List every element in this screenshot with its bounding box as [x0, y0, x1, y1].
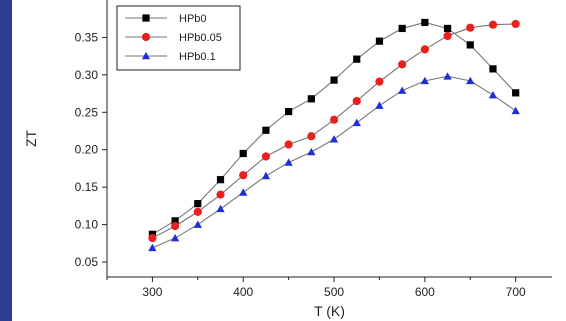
data-point [148, 243, 157, 252]
data-point [261, 171, 271, 180]
axes [106, 0, 552, 278]
data-point [375, 101, 384, 109]
series-layer [148, 18, 520, 252]
data-point [329, 115, 339, 124]
data-point [216, 176, 225, 184]
data-point [511, 106, 520, 115]
data-point [285, 107, 293, 116]
data-point [466, 76, 475, 85]
data-point [353, 55, 361, 63]
x-tick-label: 500 [324, 285, 344, 299]
data-point [148, 233, 157, 243]
legend-marker [141, 51, 151, 60]
data-point [512, 89, 520, 97]
legend-label: HPb0.05 [179, 32, 222, 44]
legend-box [116, 5, 241, 71]
series-HPb0.1 [148, 72, 520, 252]
x-tick-label: 400 [233, 285, 253, 299]
legend-label: HPb0 [179, 13, 207, 25]
y-tick-label: 0.15 [75, 180, 99, 194]
legend: HPb0 HPb0.05 HPb0.1 [116, 5, 241, 71]
data-point [216, 204, 225, 213]
data-point [284, 158, 293, 166]
data-point [443, 72, 452, 80]
data-point [239, 188, 248, 196]
y-tick-label: 0.25 [75, 105, 99, 119]
series-HPb0.05 [148, 19, 520, 243]
x-tick-label: 700 [506, 285, 526, 299]
data-point [488, 20, 498, 29]
data-point [375, 77, 384, 86]
data-point [239, 149, 247, 158]
ticks: 300 400 500 600 700 0.05 0.10 0.15 0.20 0.25 0.30 0… [75, 30, 526, 299]
data-point [511, 19, 520, 29]
data-point [443, 31, 452, 41]
y-tick-label: 0.20 [75, 143, 99, 157]
data-point [489, 65, 497, 73]
data-point [193, 220, 202, 228]
data-point [216, 190, 225, 199]
data-point [421, 18, 429, 27]
data-point [398, 60, 407, 69]
y-tick-label: 0.05 [75, 255, 99, 269]
data-point [307, 95, 315, 103]
data-point [261, 152, 271, 161]
data-point [466, 41, 474, 49]
data-point [398, 86, 407, 94]
data-point [171, 217, 179, 225]
data-point [284, 140, 293, 149]
data-point [307, 132, 316, 141]
x-tick-label: 600 [415, 285, 435, 299]
y-tick-label: 0.10 [75, 218, 99, 232]
data-point [170, 233, 180, 242]
data-point [330, 76, 338, 84]
data-point [466, 23, 475, 32]
x-axis-title: T (K) [314, 303, 345, 319]
data-point [443, 24, 452, 33]
zt-line-chart: 300 400 500 600 700 0.05 0.10 0.15 0.20 0.25 0.30 0… [23, 0, 552, 319]
chart-panel: 300 400 500 600 700 0.05 0.10 0.15 0.20 0.25 0.30 0… [12, 0, 566, 321]
data-point [420, 45, 429, 54]
y-tick-label: 0.35 [75, 30, 99, 44]
data-point [352, 96, 361, 106]
data-point [488, 90, 498, 99]
data-point [398, 24, 406, 33]
data-point [262, 126, 270, 134]
data-point [194, 200, 202, 208]
y-axis-title: ZT [23, 130, 39, 148]
data-point [193, 207, 202, 216]
data-point [329, 135, 339, 143]
data-point [307, 147, 316, 156]
legend-marker [141, 32, 151, 42]
data-point [375, 37, 384, 45]
data-point [420, 76, 429, 85]
data-point [171, 221, 180, 231]
x-tick-label: 300 [142, 285, 162, 299]
y-tick-label: 0.30 [75, 68, 99, 82]
legend-label: HPb0.1 [179, 51, 216, 63]
legend-marker [142, 14, 150, 22]
data-point [239, 171, 248, 180]
series-line [152, 75, 516, 249]
data-point [352, 118, 361, 127]
